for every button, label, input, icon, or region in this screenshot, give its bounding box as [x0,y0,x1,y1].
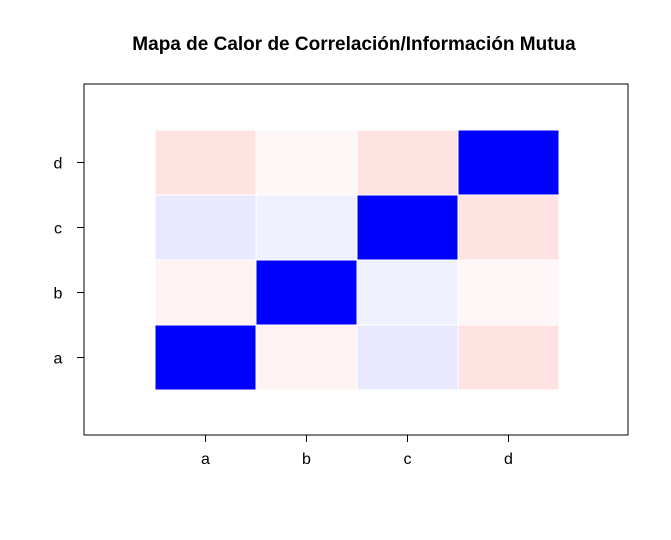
heatmap-cell-c-b [356,259,459,326]
heatmap-cell-b-c [255,194,358,261]
x-axis: a b c d [201,435,513,468]
heatmap-cell-c-d [356,129,459,196]
y-tick-label: c [54,221,62,238]
heatmap-cell-c-c [356,194,459,261]
heatmap-cell-c-a [356,324,459,391]
x-tick-label: d [504,451,513,468]
y-tick-label: b [54,286,63,303]
y-tick-label: a [54,351,63,368]
heatmap-cell-a-a [154,324,257,391]
x-tick-label: b [302,451,311,468]
heatmap-cell-d-b [457,259,560,326]
y-tick-label: d [54,156,63,173]
y-axis: a b c d [54,156,84,368]
x-tick-label: a [201,451,210,468]
heatmap-cell-a-d [154,129,257,196]
x-tick-label: c [404,451,412,468]
heatmap-cell-d-c [457,194,560,261]
plot-frame [83,83,629,436]
chart-title: Mapa de Calor de Correlación/Información… [132,34,576,55]
heatmap-cell-b-d [255,129,358,196]
heatmap-cell-d-d [457,129,560,196]
heatmap-cell-b-a [255,324,358,391]
heatmap-cell-a-b [154,259,257,326]
heatmap-cells [154,129,560,391]
heatmap-cell-a-c [154,194,257,261]
heatmap-cell-d-a [457,324,560,391]
heatmap-cell-b-b [255,259,358,326]
